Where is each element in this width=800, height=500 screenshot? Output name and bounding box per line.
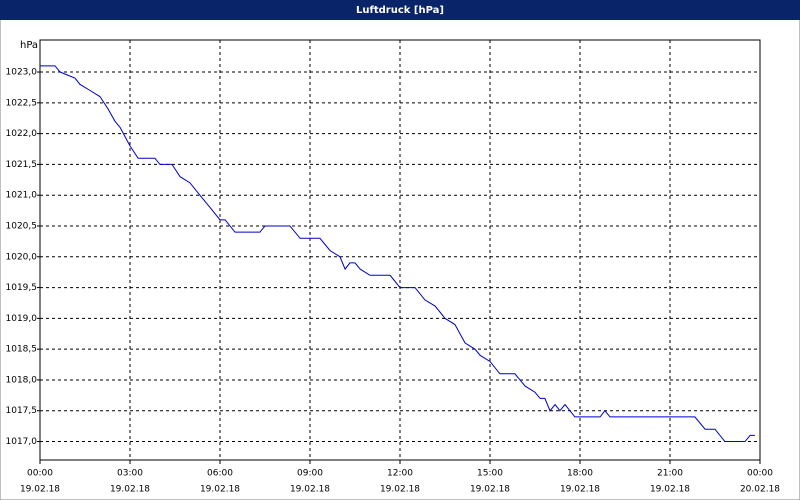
- x-tick-label: 15:00: [477, 469, 503, 479]
- x-tick-label: 21:00: [657, 469, 683, 479]
- x-tick-date: 20.02.18: [740, 485, 780, 495]
- x-tick-label: 09:00: [297, 469, 323, 479]
- y-tick-label: 1020,0: [6, 252, 38, 262]
- x-tick-date: 19.02.18: [470, 485, 510, 495]
- x-tick-label: 03:00: [117, 469, 143, 479]
- x-tick-date: 19.02.18: [110, 485, 150, 495]
- x-tick-date: 19.02.18: [200, 485, 240, 495]
- x-tick-label: 18:00: [567, 469, 593, 479]
- x-tick-label: 12:00: [387, 469, 413, 479]
- y-tick-label: 1019,5: [6, 283, 38, 293]
- y-tick-label: 1018,0: [6, 375, 38, 385]
- plot-border: [39, 39, 761, 461]
- title-bar: [0, 0, 800, 20]
- y-tick-label: 1022,5: [6, 98, 38, 108]
- x-tick-label: 00:00: [27, 469, 53, 479]
- data-line: [40, 65, 755, 443]
- x-tick-date: 19.02.18: [560, 485, 600, 495]
- y-tick-label: 1018,5: [6, 345, 38, 355]
- y-tick-label: 1017,5: [6, 406, 38, 416]
- y-tick-label: 1020,5: [6, 221, 38, 231]
- x-tick-date: 19.02.18: [380, 485, 420, 495]
- x-tick-date: 19.02.18: [20, 485, 60, 495]
- y-tick-label: 1021,5: [6, 160, 38, 170]
- y-unit: hPa: [20, 40, 38, 51]
- x-tick-label: 00:00: [747, 469, 773, 479]
- x-tick-label: 06:00: [207, 469, 233, 479]
- y-tick-label: 1017,0: [6, 437, 38, 447]
- y-tick-label: 1022,0: [6, 129, 38, 139]
- x-tick-date: 19.02.18: [650, 485, 690, 495]
- y-tick-label: 1019,0: [6, 314, 38, 324]
- chart-title: Luftdruck [hPa]: [356, 5, 444, 16]
- y-tick-label: 1023,0: [6, 68, 38, 78]
- y-tick-label: 1021,0: [6, 191, 38, 201]
- x-tick-date: 19.02.18: [290, 485, 330, 495]
